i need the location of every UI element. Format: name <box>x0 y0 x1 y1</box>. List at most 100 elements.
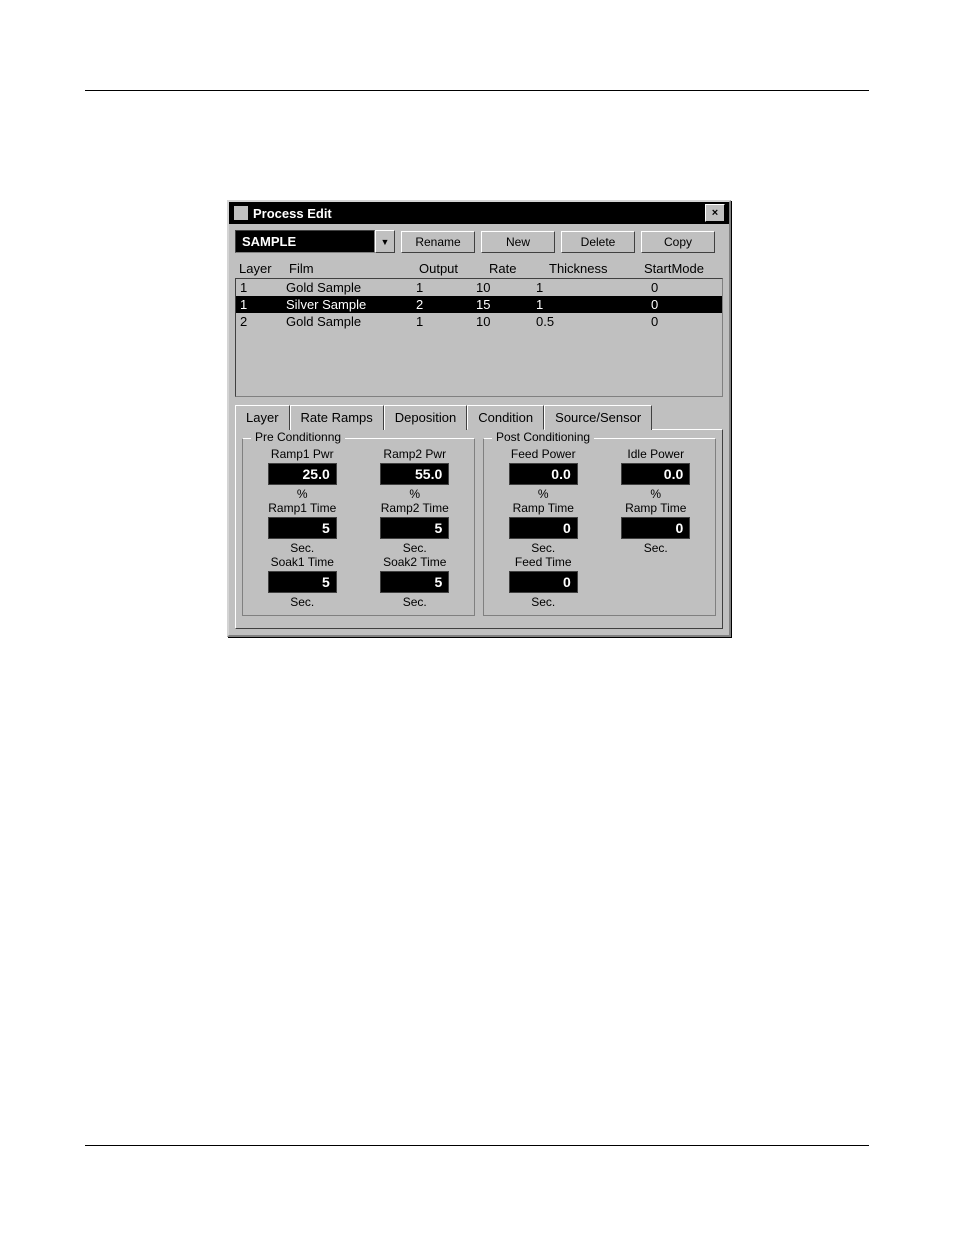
soak1-time-label: Soak1 Time <box>249 555 356 569</box>
tab-condition-label: Condition <box>478 410 533 425</box>
cell-thickness: 0.5 <box>536 314 651 329</box>
soak2-time-label: Soak2 Time <box>362 555 469 569</box>
cell-thickness: 1 <box>536 280 651 295</box>
post-ramp-time2-label: Ramp Time <box>603 501 710 515</box>
close-button[interactable]: × <box>705 204 725 222</box>
cell-layer: 1 <box>240 280 286 295</box>
table-row[interactable]: 2Gold Sample1100.50 <box>236 313 722 330</box>
ramp2-time-label: Ramp2 Time <box>362 501 469 515</box>
tabs: Layer Rate Ramps Deposition Condition So… <box>235 405 723 430</box>
idle-power-input[interactable]: 0.0 <box>621 463 690 485</box>
post-group-title: Post Conditioning <box>492 430 594 444</box>
empty-field <box>603 555 710 609</box>
ramp2-time-field: Ramp2 Time 5 Sec. <box>362 501 469 555</box>
post-conditioning-group: Post Conditioning Feed Power 0.0 % Idle … <box>483 438 716 616</box>
feed-power-unit: % <box>490 487 597 501</box>
cell-rate: 10 <box>476 280 536 295</box>
header-layer: Layer <box>239 261 289 276</box>
tab-condition[interactable]: Condition <box>467 405 544 430</box>
cell-film: Silver Sample <box>286 297 416 312</box>
ramp2-pwr-unit: % <box>362 487 469 501</box>
post-ramp-time2-field: Ramp Time 0 Sec. <box>603 501 710 555</box>
copy-label: Copy <box>664 235 692 249</box>
delete-button[interactable]: Delete <box>561 231 635 253</box>
chevron-down-icon: ▼ <box>381 237 390 247</box>
idle-power-unit: % <box>603 487 710 501</box>
ramp1-pwr-field: Ramp1 Pwr 25.0 % <box>249 447 356 501</box>
header-rate: Rate <box>489 261 549 276</box>
soak2-time-unit: Sec. <box>362 595 469 609</box>
cell-film: Gold Sample <box>286 280 416 295</box>
titlebar: Process Edit × <box>229 202 729 224</box>
new-button[interactable]: New <box>481 231 555 253</box>
cell-layer: 2 <box>240 314 286 329</box>
feed-time-label: Feed Time <box>490 555 597 569</box>
header-startmode: StartMode <box>644 261 719 276</box>
table-header: Layer Film Output Rate Thickness StartMo… <box>235 259 723 278</box>
cell-startmode: 0 <box>651 297 718 312</box>
soak2-time-input[interactable]: 5 <box>380 571 449 593</box>
soak1-time-field: Soak1 Time 5 Sec. <box>249 555 356 609</box>
feed-power-field: Feed Power 0.0 % <box>490 447 597 501</box>
table-row[interactable]: 1Silver Sample21510 <box>236 296 722 313</box>
tab-layer[interactable]: Layer <box>235 405 290 430</box>
pre-conditioning-group: Pre Conditionng Ramp1 Pwr 25.0 % Ramp2 P… <box>242 438 475 616</box>
close-icon: × <box>712 207 718 219</box>
rename-label: Rename <box>415 235 460 249</box>
tab-deposition[interactable]: Deposition <box>384 405 467 430</box>
tab-content: Pre Conditionng Ramp1 Pwr 25.0 % Ramp2 P… <box>235 429 723 629</box>
cell-startmode: 0 <box>651 280 718 295</box>
rename-button[interactable]: Rename <box>401 231 475 253</box>
copy-button[interactable]: Copy <box>641 231 715 253</box>
divider-bottom <box>85 1145 869 1146</box>
dropdown-button[interactable]: ▼ <box>375 230 395 253</box>
divider-top <box>85 90 869 91</box>
soak1-time-input[interactable]: 5 <box>268 571 337 593</box>
cell-film: Gold Sample <box>286 314 416 329</box>
ramp2-pwr-label: Ramp2 Pwr <box>362 447 469 461</box>
post-ramp-time1-input[interactable]: 0 <box>509 517 578 539</box>
process-name-field[interactable]: SAMPLE <box>235 230 375 253</box>
tab-layer-label: Layer <box>246 410 279 425</box>
feed-time-input[interactable]: 0 <box>509 571 578 593</box>
ramp1-time-label: Ramp1 Time <box>249 501 356 515</box>
cell-layer: 1 <box>240 297 286 312</box>
tab-sourcesensor-label: Source/Sensor <box>555 410 641 425</box>
ramp2-pwr-field: Ramp2 Pwr 55.0 % <box>362 447 469 501</box>
cell-output: 2 <box>416 297 476 312</box>
process-select[interactable]: SAMPLE ▼ <box>235 230 395 253</box>
tab-rateramps-label: Rate Ramps <box>301 410 373 425</box>
tab-sourcesensor[interactable]: Source/Sensor <box>544 405 652 430</box>
window-title: Process Edit <box>253 206 332 221</box>
header-thickness: Thickness <box>549 261 644 276</box>
post-ramp-time2-unit: Sec. <box>603 541 710 555</box>
post-ramp-time1-field: Ramp Time 0 Sec. <box>490 501 597 555</box>
soak1-time-unit: Sec. <box>249 595 356 609</box>
ramp1-pwr-input[interactable]: 25.0 <box>268 463 337 485</box>
post-ramp-time2-input[interactable]: 0 <box>621 517 690 539</box>
idle-power-label: Idle Power <box>603 447 710 461</box>
ramp1-time-field: Ramp1 Time 5 Sec. <box>249 501 356 555</box>
top-toolbar: SAMPLE ▼ Rename New Delete Copy <box>235 230 723 253</box>
post-ramp-time1-unit: Sec. <box>490 541 597 555</box>
pre-group-title: Pre Conditionng <box>251 430 345 444</box>
feed-power-label: Feed Power <box>490 447 597 461</box>
ramp1-time-input[interactable]: 5 <box>268 517 337 539</box>
dialog-body: SAMPLE ▼ Rename New Delete Copy Layer Fi… <box>229 224 729 635</box>
ramp2-time-input[interactable]: 5 <box>380 517 449 539</box>
header-output: Output <box>419 261 489 276</box>
idle-power-field: Idle Power 0.0 % <box>603 447 710 501</box>
ramp2-pwr-input[interactable]: 55.0 <box>380 463 449 485</box>
tab-deposition-label: Deposition <box>395 410 456 425</box>
delete-label: Delete <box>581 235 616 249</box>
soak2-time-field: Soak2 Time 5 Sec. <box>362 555 469 609</box>
cell-thickness: 1 <box>536 297 651 312</box>
feed-time-field: Feed Time 0 Sec. <box>490 555 597 609</box>
tab-rateramps[interactable]: Rate Ramps <box>290 405 384 430</box>
table-body[interactable]: 1Gold Sample110101Silver Sample215102Gol… <box>235 278 723 397</box>
table-row[interactable]: 1Gold Sample11010 <box>236 279 722 296</box>
cell-output: 1 <box>416 314 476 329</box>
feed-power-input[interactable]: 0.0 <box>509 463 578 485</box>
app-icon <box>233 205 249 221</box>
layer-table: Layer Film Output Rate Thickness StartMo… <box>235 259 723 397</box>
